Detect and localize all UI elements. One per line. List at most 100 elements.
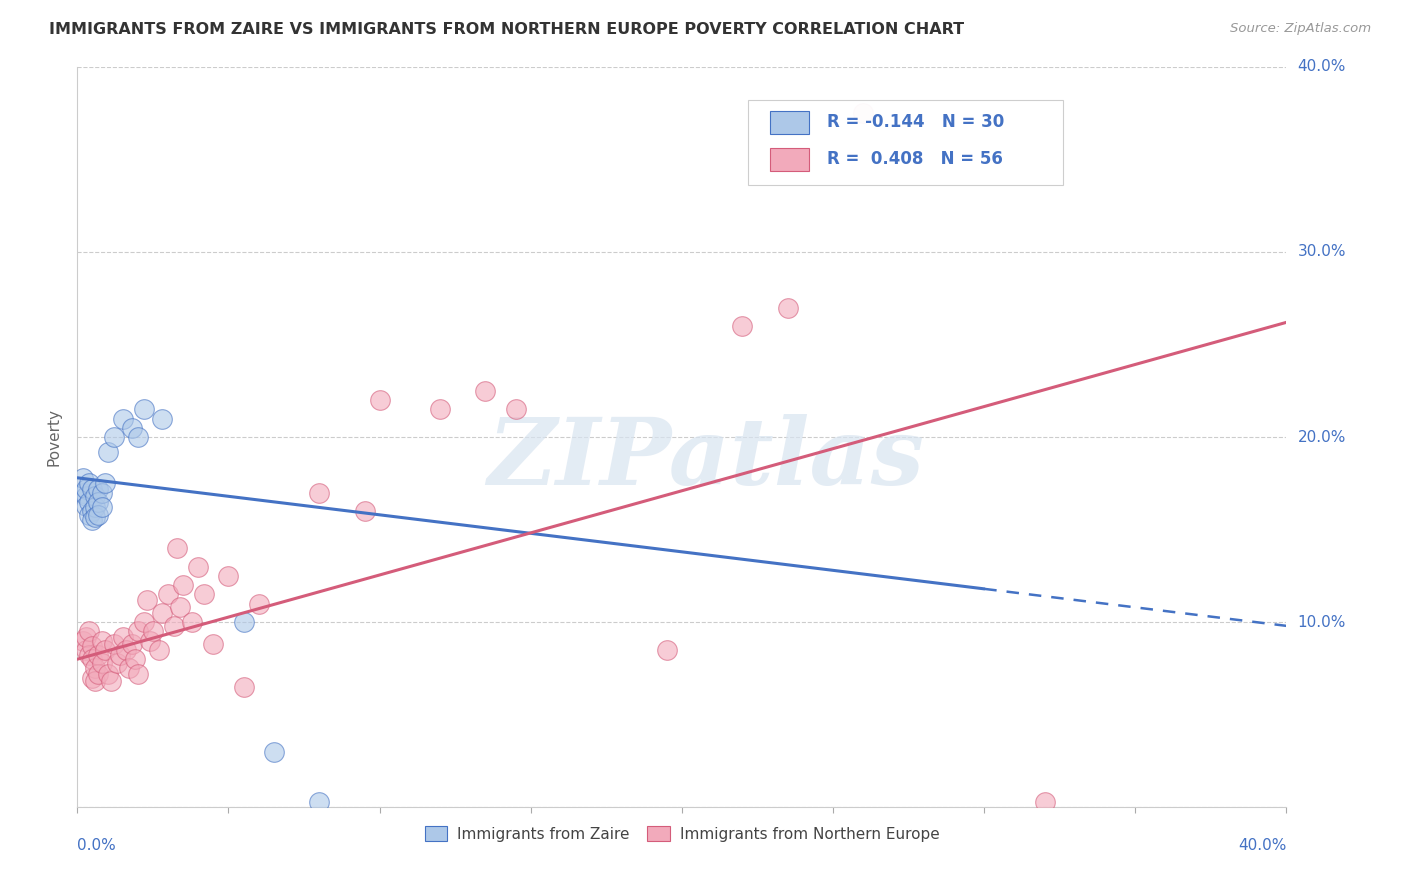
Point xyxy=(75,489,97,503)
Point xyxy=(84,661,107,675)
Point xyxy=(202,637,225,651)
Point xyxy=(232,615,254,630)
Text: 0.0%: 0.0% xyxy=(77,838,117,853)
Point xyxy=(105,656,128,670)
Point xyxy=(79,495,101,509)
Text: IMMIGRANTS FROM ZAIRE VS IMMIGRANTS FROM NORTHERN EUROPE POVERTY CORRELATION CHA: IMMIGRANTS FROM ZAIRE VS IMMIGRANTS FROM… xyxy=(49,22,965,37)
Point xyxy=(368,392,391,407)
Point xyxy=(247,597,270,611)
Point xyxy=(72,471,94,485)
Point xyxy=(163,619,186,633)
Point xyxy=(308,795,330,809)
Point xyxy=(132,402,155,417)
Point xyxy=(121,421,143,435)
Point xyxy=(93,476,115,491)
FancyBboxPatch shape xyxy=(770,111,808,135)
Point xyxy=(75,499,97,513)
Point xyxy=(84,489,107,503)
Point xyxy=(655,643,678,657)
Point xyxy=(79,648,101,663)
Point xyxy=(187,559,209,574)
Point xyxy=(263,745,285,759)
Point xyxy=(731,318,754,333)
Point xyxy=(157,587,180,601)
Point xyxy=(181,615,204,630)
Point xyxy=(142,624,165,639)
Text: 30.0%: 30.0% xyxy=(1298,244,1346,260)
Point xyxy=(776,301,799,315)
Point xyxy=(127,624,149,639)
Text: ZIPatlas: ZIPatlas xyxy=(488,414,925,504)
Y-axis label: Poverty: Poverty xyxy=(46,408,62,467)
Point xyxy=(114,643,136,657)
FancyBboxPatch shape xyxy=(748,100,1063,186)
Point xyxy=(87,648,110,663)
Legend: Immigrants from Zaire, Immigrants from Northern Europe: Immigrants from Zaire, Immigrants from N… xyxy=(419,820,945,847)
Point xyxy=(75,482,97,496)
Point xyxy=(79,508,101,522)
Point xyxy=(111,630,134,644)
Point xyxy=(150,606,173,620)
Point xyxy=(84,500,107,515)
Point xyxy=(79,476,101,491)
Point xyxy=(79,624,101,639)
Point xyxy=(166,541,188,555)
Point xyxy=(72,485,94,500)
Point xyxy=(82,652,104,666)
Point xyxy=(1033,795,1056,809)
Point xyxy=(87,495,110,509)
Point xyxy=(82,482,104,496)
Point xyxy=(90,485,112,500)
Point xyxy=(139,633,162,648)
Point xyxy=(75,630,97,644)
Point xyxy=(121,637,143,651)
Point xyxy=(82,504,104,518)
Point xyxy=(87,667,110,681)
Point xyxy=(308,485,330,500)
Text: 10.0%: 10.0% xyxy=(1298,615,1346,630)
Point xyxy=(96,667,118,681)
Point xyxy=(100,674,122,689)
Point xyxy=(90,500,112,515)
Point xyxy=(82,513,104,527)
Point xyxy=(148,643,170,657)
Point xyxy=(87,508,110,522)
Point xyxy=(72,633,94,648)
Point xyxy=(353,504,375,518)
Point xyxy=(118,661,141,675)
FancyBboxPatch shape xyxy=(770,147,808,171)
Point xyxy=(87,482,110,496)
Point xyxy=(169,600,191,615)
Point xyxy=(93,643,115,657)
Text: R = -0.144   N = 30: R = -0.144 N = 30 xyxy=(827,113,1004,131)
Point xyxy=(505,402,527,417)
Point xyxy=(84,509,107,524)
Point xyxy=(127,667,149,681)
Point xyxy=(193,587,215,601)
Point xyxy=(124,652,146,666)
Point xyxy=(96,445,118,459)
Point xyxy=(90,656,112,670)
Point xyxy=(90,633,112,648)
Point xyxy=(132,615,155,630)
Point xyxy=(103,637,125,651)
Point xyxy=(150,411,173,425)
Point xyxy=(852,106,875,120)
Point xyxy=(82,639,104,653)
Point xyxy=(135,593,157,607)
Text: R =  0.408   N = 56: R = 0.408 N = 56 xyxy=(827,151,1002,169)
Point xyxy=(82,671,104,685)
Point xyxy=(103,430,125,444)
Text: Source: ZipAtlas.com: Source: ZipAtlas.com xyxy=(1230,22,1371,36)
Point xyxy=(111,411,134,425)
Point xyxy=(127,430,149,444)
Point xyxy=(108,648,131,663)
Text: 40.0%: 40.0% xyxy=(1298,60,1346,74)
Point xyxy=(172,578,194,592)
Point xyxy=(218,569,240,583)
Point xyxy=(75,643,97,657)
Point xyxy=(232,680,254,694)
Point xyxy=(474,384,496,398)
Point xyxy=(429,402,451,417)
Text: 40.0%: 40.0% xyxy=(1239,838,1286,853)
